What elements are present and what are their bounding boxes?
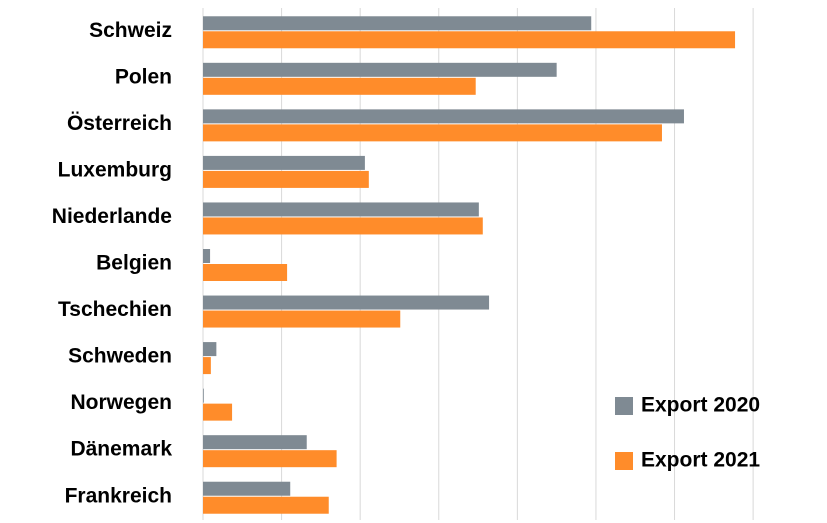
legend-swatch [615,452,633,470]
bar [203,170,369,188]
legend-swatch [615,397,633,415]
category-label: Österreich [67,112,172,135]
bar [203,109,684,124]
bar [203,357,211,375]
category-label: Tschechien [58,298,172,321]
bar [203,217,483,235]
bar [203,249,211,263]
category-label: Belgien [96,252,172,275]
bar [203,202,479,217]
category-label: Polen [115,65,172,88]
category-label: Dänemark [70,438,172,461]
bar [203,450,337,468]
bar [203,31,736,49]
bar [203,496,329,514]
bar [203,77,476,95]
bar [203,403,233,421]
bar [203,62,557,77]
category-label: Luxemburg [58,158,172,181]
bar [203,435,307,450]
bar [203,342,217,357]
legend-label: Export 2021 [641,449,760,472]
bar [203,124,662,142]
category-label: Schweden [68,345,172,368]
bar [203,481,291,496]
category-label: Schweiz [89,19,172,42]
bar [203,264,288,281]
legend-label: Export 2020 [641,394,760,417]
bar [203,388,204,403]
bar [203,310,401,328]
category-label: Frankreich [65,484,172,507]
bar [203,295,490,310]
bar [203,16,592,31]
bar [203,155,365,170]
category-label: Niederlande [52,205,172,228]
category-label: Norwegen [70,391,172,414]
